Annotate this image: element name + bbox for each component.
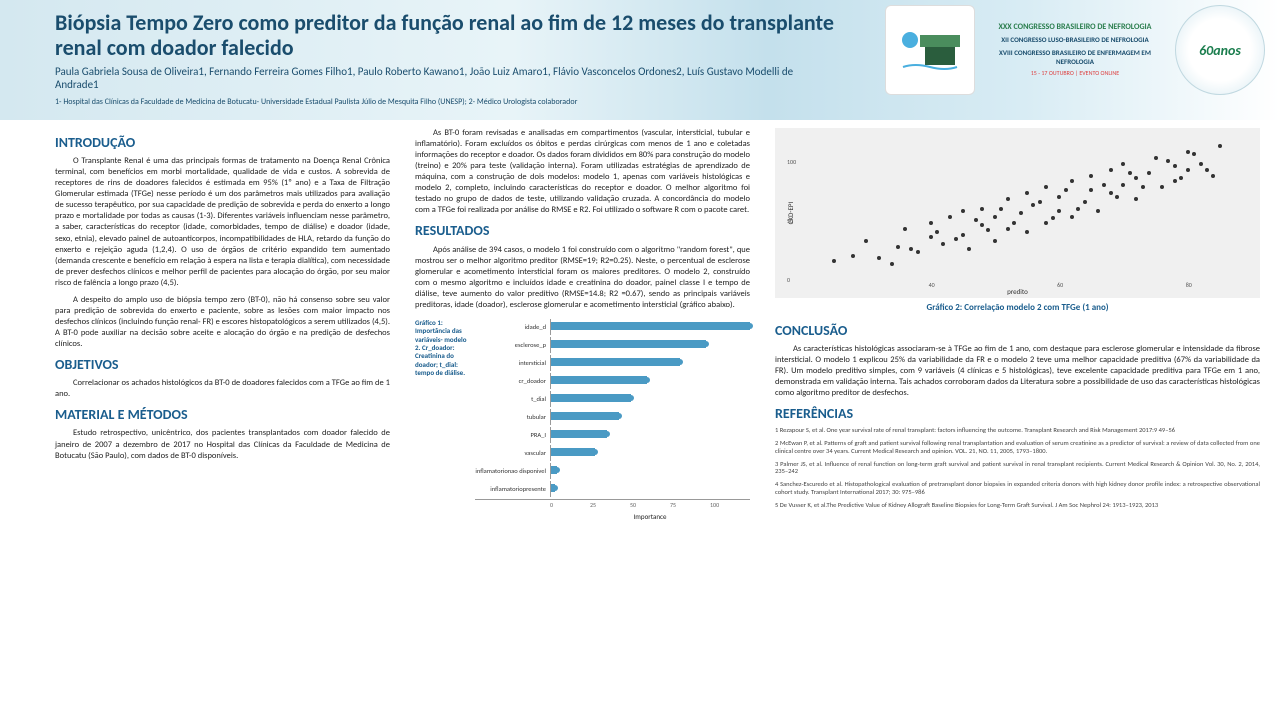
obj-p: Correlacionar os achados histológicos da… <box>55 378 390 400</box>
anniversary-icon: 60anos <box>1175 5 1265 95</box>
ref4: 4 Sanchez-Escuredo et al. Histopathologi… <box>775 481 1260 497</box>
bar-name: inflamatoriopresente <box>475 485 550 493</box>
res-p: Após análise de 394 casos, o modelo 1 fo… <box>415 245 750 311</box>
bar-name: esclerose_p <box>475 341 550 349</box>
intro-heading: INTRODUÇÃO <box>55 134 390 152</box>
column-2: As BT-0 foram revisadas e analisadas em … <box>415 128 750 710</box>
column-1: INTRODUÇÃO O Transplante Renal é uma das… <box>55 128 390 710</box>
bar-name: PRA_I <box>475 431 550 439</box>
bar-name: cr_doador <box>475 377 550 385</box>
scatter-xlabel: predito <box>1007 287 1028 296</box>
column-3: CKD-EPI predito 406080050100 Gráfico 2: … <box>775 128 1260 710</box>
ref-heading: REFERÊNCIAS <box>775 405 1260 423</box>
met-p: Estudo retrospectivo, unicêntrico, dos p… <box>55 428 390 461</box>
conc-heading: CONCLUSÃO <box>775 322 1260 340</box>
header: Biópsia Tempo Zero como preditor da funç… <box>0 0 1280 120</box>
chart1-importance: Gráfico 1: Importância das variáveis- mo… <box>415 319 750 521</box>
bar-name: inflamatorionao disponivel <box>475 467 550 475</box>
content: INTRODUÇÃO O Transplante Renal é uma das… <box>0 120 1280 715</box>
bar-row: idade_d <box>475 319 750 335</box>
ref2: 2 McEwan P, et al. Patterns of graft and… <box>775 440 1260 456</box>
references: 1 Rezapour S, et al. One year survival r… <box>775 427 1260 509</box>
met-p2: As BT-0 foram revisadas e analisadas em … <box>415 128 750 216</box>
ref1: 1 Rezapour S, et al. One year survival r… <box>775 427 1260 435</box>
bar-name: vascular <box>475 449 550 457</box>
bar-name: t_dial <box>475 395 550 403</box>
chart1-caption: Gráfico 1: Importância das variáveis- mo… <box>415 319 470 521</box>
ref3: 3 Palmer JS, et al. Influence of renal f… <box>775 461 1260 477</box>
bar-row: inflamatorionao disponivel <box>475 463 750 479</box>
intro-p1: O Transplante Renal é uma das principais… <box>55 156 390 289</box>
bar-row: vascular <box>475 445 750 461</box>
bar-row: cr_doador <box>475 373 750 389</box>
intro-p2: A despeito do amplo uso de biópsia tempo… <box>55 295 390 350</box>
scatter-caption: Gráfico 2: Correlação modelo 2 com TFGe … <box>775 302 1260 314</box>
chart1-body: idade_d esclerose_p intersticial cr_doadort… <box>475 319 750 521</box>
conc-p: As características histológicas associar… <box>775 344 1260 399</box>
congress-text: XXX CONGRESSO BRASILEIRO DE NEFROLOGIA X… <box>985 8 1165 93</box>
met-heading: MATERIAL E MÉTODOS <box>55 406 390 424</box>
obj-heading: OBJETIVOS <box>55 356 390 374</box>
authors: Paula Gabriela Sousa de Oliveira1, Ferna… <box>55 65 835 91</box>
bar-row: intersticial <box>475 355 750 371</box>
scatter-chart: CKD-EPI predito 406080050100 <box>775 128 1260 298</box>
congress-icon <box>885 5 975 95</box>
bar-name: tubular <box>475 413 550 421</box>
res-heading: RESULTADOS <box>415 222 750 240</box>
bar-name: intersticial <box>475 359 550 367</box>
affiliation: 1- Hospital das Clínicas da Faculdade de… <box>55 97 1260 107</box>
bar-name: idade_d <box>475 323 550 331</box>
bar-row: PRA_I <box>475 427 750 443</box>
bar-row: t_dial <box>475 391 750 407</box>
ref5: 5 De Vusser K, et al.The Predictive Valu… <box>775 502 1260 510</box>
bar-row: inflamatoriopresente <box>475 481 750 497</box>
title: Biópsia Tempo Zero como preditor da funç… <box>55 10 835 61</box>
bar-row: tubular <box>475 409 750 425</box>
bar-row: esclerose_p <box>475 337 750 353</box>
logos: XXX CONGRESSO BRASILEIRO DE NEFROLOGIA X… <box>885 5 1265 95</box>
